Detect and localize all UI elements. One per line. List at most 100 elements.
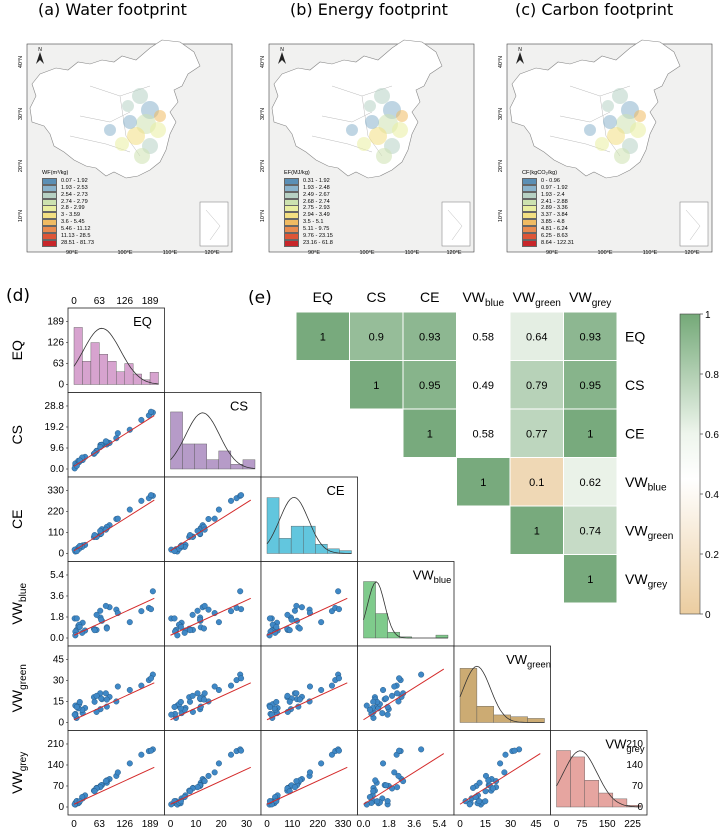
province-lines (311, 85, 393, 157)
legend-label: 11.13 - 28.5 (61, 233, 91, 240)
scatter-point (194, 607, 201, 614)
lat-label: 40°N (18, 56, 24, 68)
scatter-point (470, 784, 477, 791)
matrix-cell (164, 561, 262, 647)
histogram-bar (556, 750, 571, 808)
scatter-point (296, 696, 303, 703)
legend-swatch (42, 226, 57, 234)
scatter-point (293, 778, 300, 785)
histogram-bar (116, 371, 125, 385)
legend-item: 3.37 - 3.84 (522, 212, 574, 220)
legend-item: 0.97 - 1.92 (522, 184, 574, 192)
legend-item: 1.93 - 2.48 (284, 184, 333, 192)
lon-label: 100°E (359, 250, 374, 256)
y-tick-label: 1.8 (50, 612, 64, 623)
x-tick-label: 0 (71, 819, 77, 830)
histogram-bar (584, 780, 599, 808)
north-label: N (38, 47, 42, 53)
scatter-point (228, 751, 235, 758)
map-frame: 40°N 30°N 20°N 10°N 90°E 100°E 110°E 120°E N (260, 39, 475, 256)
y-tick-label: 0 (58, 380, 64, 391)
legend-item: 3.6 - 5.45 (42, 219, 94, 227)
matrix-cell: CE (260, 476, 358, 562)
scatter-point (138, 751, 145, 758)
inset-lines (685, 209, 701, 241)
x-tick-label: 30 (241, 819, 253, 830)
map-a-title: (a) Water footprint (38, 0, 187, 19)
normal-curve (170, 412, 256, 469)
map-region (134, 148, 150, 164)
histogram-bar (476, 705, 494, 723)
scatter-point (215, 619, 222, 626)
heatmap-value: 1 (373, 380, 379, 392)
diagonal-label: VWblue (413, 568, 452, 586)
legend-item: 0.07 - 1.92 (42, 177, 94, 185)
legend-item: 2.89 - 3.36 (522, 205, 574, 213)
histogram-bar (82, 361, 92, 385)
inset-map (679, 201, 709, 247)
legend-swatch (42, 184, 57, 192)
lat-label: 30°N (18, 108, 24, 120)
scatter-point (318, 686, 325, 693)
legend-swatch (522, 212, 537, 220)
fit-line (73, 597, 155, 636)
legend-label: 0 - 0.96 (541, 177, 560, 184)
scatter-point (215, 506, 222, 513)
histogram-bar (598, 792, 614, 808)
legend-label: 5.46 - 11.12 (61, 226, 91, 233)
map-region (374, 88, 390, 104)
legend-label: 1.93 - 2.53 (61, 184, 88, 191)
matrix-cell: VWgrey (550, 730, 648, 816)
normal-curve (266, 496, 352, 554)
scatter-point (148, 408, 155, 415)
right-tick-label: 70 (632, 781, 644, 792)
lat-label: 20°N (18, 160, 24, 172)
scatter-point (288, 616, 295, 623)
colorbar-tick-label: 0.4 (705, 490, 719, 501)
fit-line (73, 415, 155, 467)
scatter-point (215, 760, 222, 767)
heatmap-value: 0.79 (526, 380, 547, 392)
legend-item: 2.49 - 2.67 (284, 191, 333, 199)
lon-label: 90°E (546, 250, 558, 256)
scatter-point (71, 711, 78, 718)
diagonal-label: EQ (133, 314, 152, 329)
inset-map (441, 201, 471, 247)
scatter-point (363, 702, 370, 709)
legend-swatch (284, 232, 299, 240)
scatter-point (306, 683, 313, 690)
diagonal-label: VWgrey (605, 737, 644, 755)
scatter-point (91, 627, 98, 634)
scatter-point (335, 747, 342, 754)
right-tick-label: 0 (637, 802, 643, 813)
legend-swatch (284, 219, 299, 227)
y-axis: 0 110 220 330 CE (9, 485, 68, 560)
scatter-point (205, 606, 212, 613)
heatmap-col-label: VWgrey (569, 289, 612, 309)
legend-swatch (284, 191, 299, 199)
y-tick-label: 126 (47, 337, 64, 348)
right-tick-label: 140 (626, 760, 643, 771)
histogram-bar (124, 363, 134, 385)
scatter-point (215, 686, 222, 693)
scatter-point (370, 698, 377, 705)
map-region (357, 137, 371, 151)
y-tick-label: 330 (47, 485, 64, 496)
scatter-point (237, 588, 244, 595)
histogram-bar (90, 342, 100, 385)
legend-label: 3 - 3.59 (61, 212, 80, 219)
y-tick-label: 45 (53, 654, 65, 665)
legend-swatch (42, 177, 57, 185)
histogram-bar (99, 354, 108, 385)
legend-swatch (284, 198, 299, 206)
scatter-point (114, 515, 121, 522)
x-axis: 0102030CS (168, 819, 253, 830)
scatter-point (126, 506, 133, 513)
legend-swatch (284, 184, 299, 192)
legend-label: 2.68 - 2.74 (303, 198, 330, 205)
histogram-bar (73, 327, 83, 385)
legend-label: 2.94 - 3.49 (303, 212, 330, 219)
north-arrow-icon (36, 52, 44, 64)
x-tick-label: 15 (480, 819, 492, 830)
